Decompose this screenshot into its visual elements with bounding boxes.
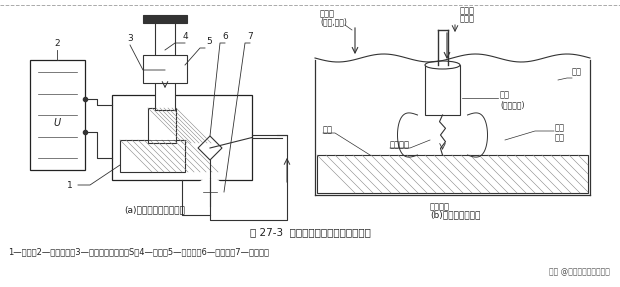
Text: 2: 2 (54, 39, 60, 48)
Bar (317, 155, 588, 193)
Ellipse shape (425, 61, 460, 69)
Text: 杂污进孔: 杂污进孔 (430, 202, 450, 211)
Text: 工件: 工件 (323, 125, 333, 135)
Bar (112, 95, 252, 180)
Text: 1: 1 (67, 181, 73, 189)
Text: 5: 5 (206, 37, 212, 46)
Text: 间隙: 间隙 (555, 133, 565, 143)
Text: 气泡: 气泡 (572, 67, 582, 77)
Text: 头条 @青华模具学院小欢欢: 头条 @青华模具学院小欢欢 (549, 267, 610, 276)
Circle shape (567, 107, 583, 123)
Circle shape (324, 74, 336, 86)
Text: 放电液体: 放电液体 (390, 141, 410, 150)
Text: 电极: 电极 (500, 90, 510, 100)
Bar (120, 140, 185, 172)
Bar (425, 65, 460, 115)
Circle shape (196, 178, 224, 206)
Circle shape (569, 89, 575, 95)
Text: 6: 6 (222, 32, 228, 41)
Polygon shape (198, 136, 222, 160)
Text: U: U (54, 118, 61, 128)
Circle shape (567, 87, 583, 103)
Bar (148, 108, 176, 143)
Text: 送给量: 送给量 (460, 14, 475, 23)
Text: 4: 4 (182, 32, 188, 41)
Circle shape (567, 67, 583, 83)
Text: 放电: 放电 (555, 123, 565, 133)
Text: 7: 7 (247, 32, 253, 41)
Bar (155, 18, 175, 110)
Bar (143, 55, 187, 83)
Bar (30, 60, 85, 170)
Text: (b)放电状况微观图: (b)放电状况微观图 (430, 210, 480, 220)
Text: 绝缘液: 绝缘液 (320, 9, 335, 18)
Circle shape (569, 69, 575, 75)
Text: 图 27-3  电火花成型加工原理的示意图: 图 27-3 电火花成型加工原理的示意图 (250, 227, 370, 237)
Text: (a)电火花成型加工原理: (a)电火花成型加工原理 (125, 205, 185, 214)
Text: (煤油,柴油): (煤油,柴油) (320, 17, 347, 26)
Text: 3: 3 (127, 34, 133, 43)
Text: 主轴头: 主轴头 (460, 6, 475, 15)
Bar (143, 15, 187, 23)
Text: 1—工件；2—脉冲电源；3—自动进给调节装置S；4—工具；5—工作液；6—过滤器；7—工作液泵: 1—工件；2—脉冲电源；3—自动进给调节装置S；4—工具；5—工作液；6—过滤器… (8, 247, 269, 257)
Text: (般为正极): (般为正极) (500, 100, 525, 110)
Circle shape (324, 94, 336, 106)
Circle shape (569, 109, 575, 115)
